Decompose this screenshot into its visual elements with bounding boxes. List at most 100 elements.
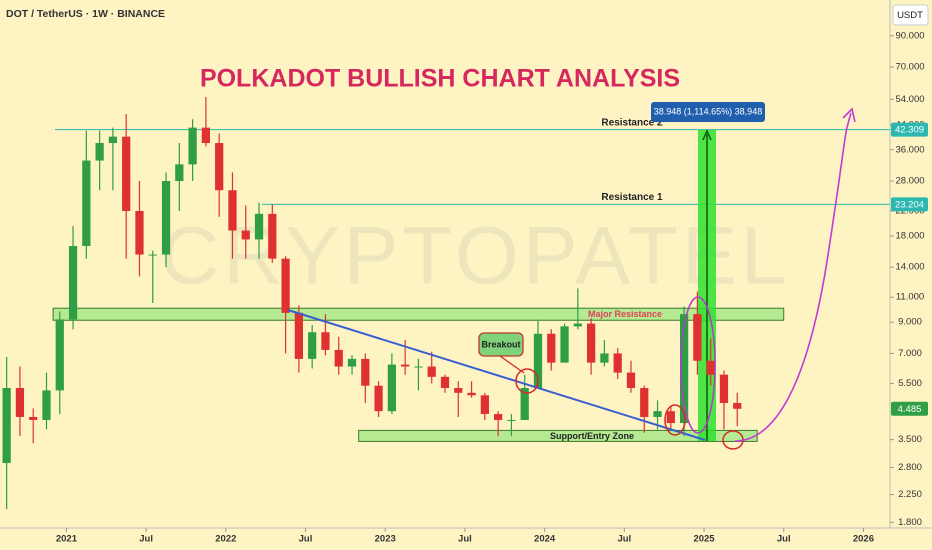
layer-under [52,129,890,442]
resistance-label: Resistance 1 [601,192,663,203]
circle-marker [515,368,539,394]
candle-body [215,143,224,191]
candle-body [573,323,582,327]
callout-text: Breakout [481,339,520,349]
zone-label: Support/Entry Zone [550,431,634,441]
candle-body [507,419,516,421]
candle-body [2,388,11,464]
y-tick-label: 2.800 [898,462,922,473]
candle-body [281,258,290,313]
candle-body [361,358,370,386]
zone-label: Major Resistance [588,309,662,319]
price-label: 42.309 [895,125,924,136]
candle-body [29,416,38,420]
candle-body [135,210,144,255]
y-tick-label: 90.000 [895,30,924,41]
candle-body [454,388,463,393]
last-price-label: 4.485 [898,404,922,415]
y-tick-label: 18.000 [895,230,924,241]
candle-body [308,332,317,359]
candle-body [666,411,675,424]
x-tick-label: 2023 [375,534,396,545]
circle-marker [664,404,686,436]
candle-body [347,358,357,367]
candle-body [175,164,184,182]
candle-body [427,366,436,377]
candle-body [679,314,689,424]
y-tick-label: 70.000 [895,62,924,73]
candle-body [626,372,636,389]
candle-body [95,143,104,161]
candle-body [640,388,649,417]
candles [2,97,742,510]
projection-curve [734,112,852,442]
candle-body [587,323,596,363]
chart-title: POLKADOT BULLISH CHART ANALYSIS [200,65,680,93]
currency: USDT [897,10,923,21]
candle-body [55,319,64,391]
y-tick-label: 14.000 [895,262,924,273]
x-tick-label: Jul [299,534,313,545]
candle-body [440,376,450,389]
candle-body [334,349,343,367]
candle-body [706,360,715,375]
measure-label-box [651,102,765,122]
candle-body [533,333,543,389]
projection-arrowhead [842,107,856,123]
y-tick-label: 54.000 [895,94,924,105]
candle-body [401,364,410,367]
candle-body [15,388,25,417]
price-label-box [891,122,928,137]
candle-body [387,364,396,412]
callout-box [478,332,524,357]
resistance-label: Resistance 2 [601,117,663,128]
candle-body [374,385,383,412]
candle-body [42,390,51,420]
y-tick-label: 2.250 [898,489,922,500]
candle-body [108,136,118,144]
candle-body [188,127,197,165]
candle-body [600,353,609,363]
zone [358,429,758,442]
candle-body [467,392,476,396]
y-tick-label: 1.800 [898,517,922,528]
x-tick-label: 2022 [215,534,236,545]
y-tick-label: 5.500 [898,378,922,389]
candle-body [321,332,330,350]
price-label: 23.204 [895,199,924,210]
x-tick-label: 2021 [56,534,78,545]
x-tick-label: 2024 [534,534,556,545]
last-price-box [891,401,928,416]
candle-body [254,213,264,240]
callout-pointer [499,355,525,374]
candle-body [148,254,157,256]
candle-body [414,366,423,368]
candle-body [122,136,131,211]
candle-body [82,160,91,247]
candle-body [201,127,211,144]
candle-body [719,374,729,403]
axis-layer: 90.00070.00054.00044.00036.00028.00022.0… [56,30,928,545]
y-tick-label: 11.000 [896,292,924,303]
candle-body [241,230,250,240]
y-tick-label: 36.000 [895,144,924,155]
x-tick-label: 2025 [693,534,715,545]
y-tick-label: 28.000 [895,176,924,187]
x-tick-label: Jul [617,534,631,545]
price-label-box [891,197,928,212]
candle-body [494,414,503,420]
circle-marker [680,296,716,434]
candle-body [653,411,662,417]
candle-body [161,181,171,255]
currency-box [892,4,929,26]
x-tick-label: Jul [777,534,791,545]
x-tick-label: Jul [139,534,153,545]
candle-body [693,314,702,361]
candle-body [547,333,556,363]
measure-label: 38.948 (1,114.65%) 38,948 [654,106,762,116]
candle-body [733,402,742,409]
header: DOT / TetherUS · 1W · BINANCE [6,8,165,20]
layer-over: Major Resistance Support/Entry Zone Resist… [550,117,663,440]
